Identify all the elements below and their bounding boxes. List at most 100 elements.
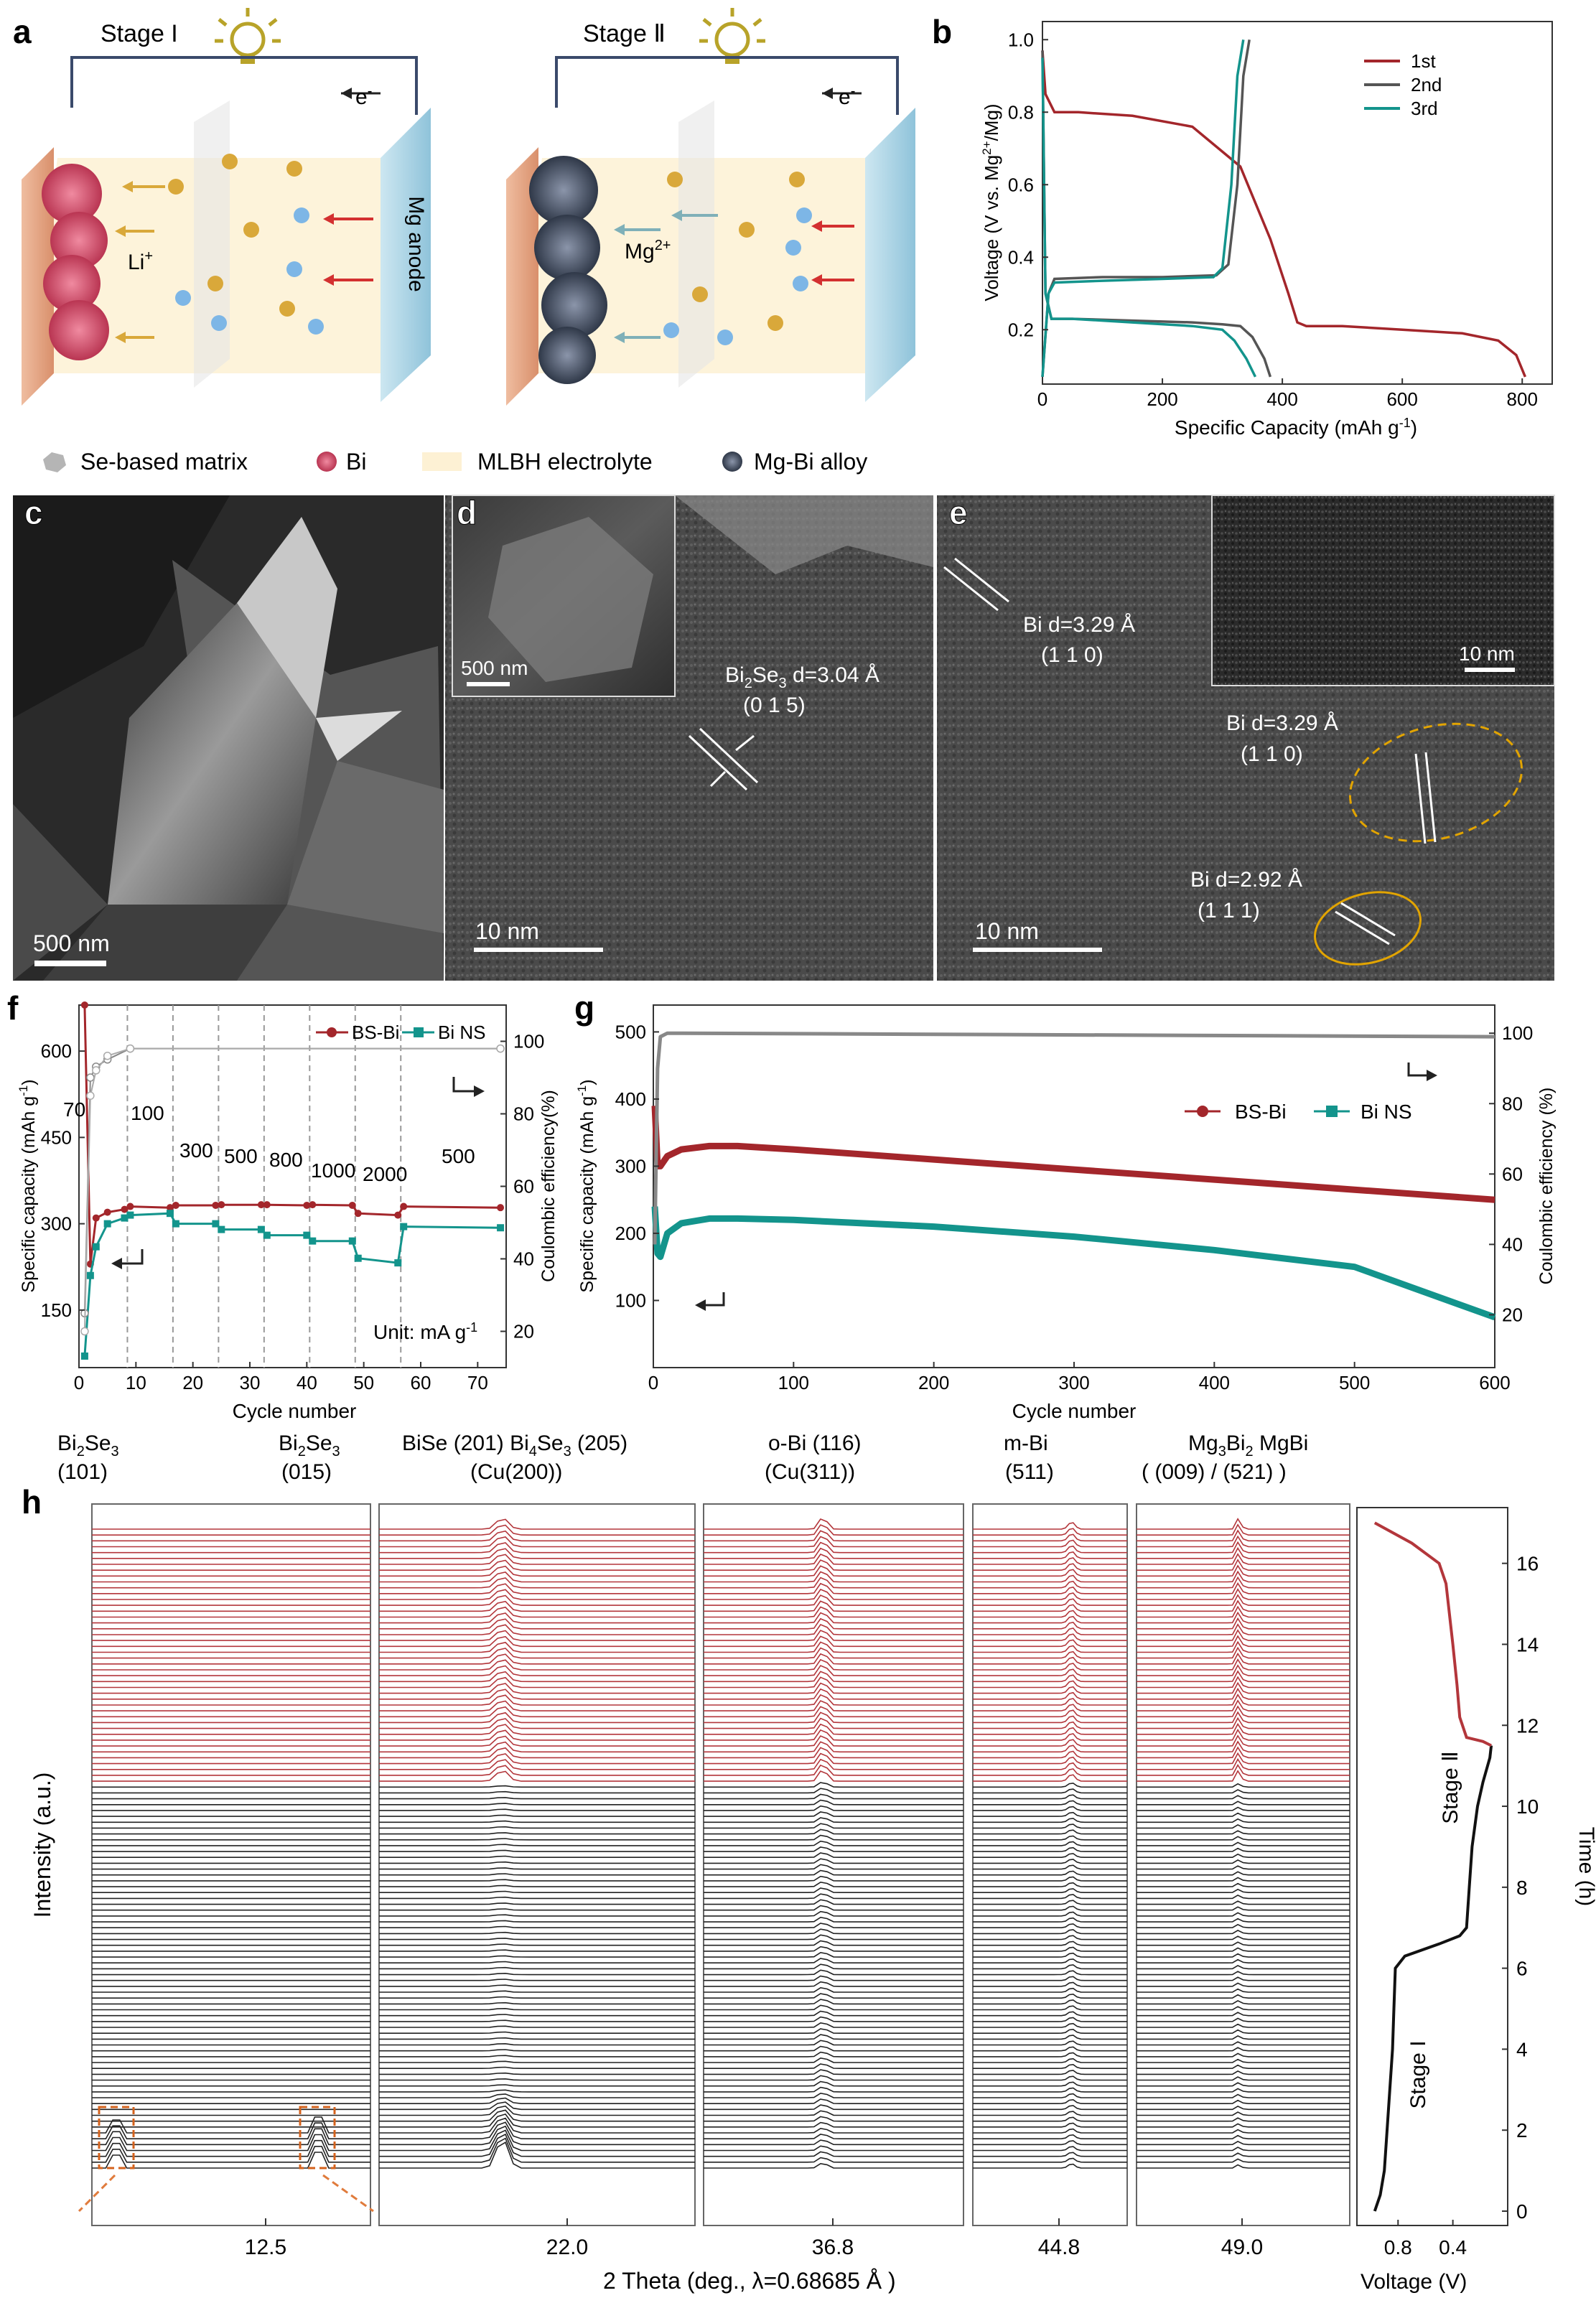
ttick-label: 2 — [1516, 2119, 1528, 2141]
xrd-pattern — [1137, 1941, 1350, 1946]
xtick-label: 12.5 — [245, 2236, 286, 2259]
ytick-label: 0.8 — [1008, 101, 1034, 123]
panel-f-yticks: 150 300 450 600 20 40 60 80 100 — [41, 1031, 545, 1342]
xrd-pattern — [704, 1893, 963, 1900]
xrd-pattern — [379, 1600, 695, 1612]
ttick-label: 12 — [1516, 1714, 1539, 1737]
xtick-label: 200 — [918, 1372, 949, 1393]
peak-label-4-sub: (Cu(311)) — [765, 1460, 855, 1484]
panel-d: d 500 nm Bi2Se3 d=3.04 Å (0 1 5) 10 nm — [445, 494, 933, 981]
xrd-pattern — [973, 1615, 1127, 1624]
ytick-label: 1.0 — [1008, 29, 1034, 50]
xrd-pattern — [379, 2129, 695, 2152]
ytick-right-label: 20 — [513, 1321, 534, 1342]
xrd-pattern — [704, 2075, 963, 2081]
stage1-label: Stage I — [1406, 2040, 1430, 2108]
xrd-pattern — [379, 1943, 695, 1946]
panel-g-series — [651, 1031, 1496, 1321]
xrd-pattern — [1137, 1871, 1350, 1876]
xrd-pattern — [379, 1990, 695, 1993]
data-point — [218, 1201, 225, 1209]
xrd-pattern — [1137, 1830, 1350, 1835]
xrd-pattern — [704, 1688, 963, 1700]
data-point — [121, 1214, 129, 1222]
xrd-pattern — [1137, 1617, 1350, 1630]
xrd-pattern — [1137, 1681, 1350, 1694]
xrd-pattern — [704, 1518, 963, 1530]
peak-label-1-hkl: (101) — [57, 1460, 108, 1484]
xrd-pattern — [1137, 1976, 1350, 1981]
data-point — [400, 1202, 408, 1210]
xrd-pattern — [379, 1571, 695, 1583]
xrd-pattern — [92, 2146, 370, 2163]
xrd-pattern — [704, 1864, 963, 1870]
peak-label-2: Bi2Se3 — [279, 1431, 340, 1459]
xrd-pattern — [973, 1846, 1127, 1852]
xtick-label: 70 — [467, 1372, 488, 1393]
xrd-pattern — [379, 2137, 695, 2163]
xrd-pattern — [704, 1969, 963, 1976]
xrd-pattern — [973, 1823, 1127, 1829]
xrd-pattern — [379, 2101, 695, 2111]
xrd-pattern — [379, 2042, 695, 2046]
series-2nd-charge — [1041, 39, 1251, 378]
xrd-pattern — [704, 2063, 963, 2069]
xrd-pattern — [379, 1536, 695, 1548]
xrd-pattern — [1137, 1594, 1350, 1606]
xrd-pattern — [704, 2134, 963, 2139]
xrd-pattern — [704, 1612, 963, 1624]
xrd-pattern — [704, 1653, 963, 1665]
ytick-right-label: 60 — [513, 1176, 534, 1197]
xrd-pattern — [973, 1680, 1127, 1689]
xrd-pattern — [379, 2141, 695, 2169]
xrd-pattern — [1137, 1529, 1350, 1542]
callout-line — [322, 2174, 374, 2213]
xrd-pattern — [973, 2063, 1127, 2069]
xrd-pattern — [973, 1829, 1127, 1835]
xrd-pattern — [973, 1528, 1127, 1536]
xrd-pattern — [1137, 1912, 1350, 1917]
data-point — [172, 1220, 179, 1228]
xrd-pattern — [973, 1876, 1127, 1882]
xrd-pattern — [704, 1869, 963, 1876]
data-point — [80, 1001, 88, 1009]
panel-f-unit: Unit: mA g-1 — [373, 1320, 477, 1343]
xrd-pattern — [1137, 1906, 1350, 1911]
xrd-pattern — [379, 1925, 695, 1928]
panel-b-xticks: 0 200 400 600 800 — [1037, 378, 1538, 410]
data-point — [348, 1237, 356, 1245]
panel-label-c: c — [24, 494, 43, 531]
xrd-pattern — [973, 1964, 1127, 1970]
data-point — [92, 1214, 100, 1222]
xrd-pattern — [379, 2097, 695, 2104]
xrd-pattern — [379, 1849, 695, 1852]
xrd-pattern — [1137, 1900, 1350, 1905]
xrd-pattern — [704, 1770, 963, 1782]
peak-label-4: o-Bi (116) — [768, 1431, 862, 1455]
xrd-pattern — [379, 1808, 695, 1811]
xrd-pattern — [973, 1800, 1127, 1806]
panel-d-lattice-label: Bi2Se3 d=3.04 Å — [725, 663, 879, 691]
ytick-label: 200 — [615, 1223, 646, 1244]
xrd-pattern — [379, 1979, 695, 1981]
xrd-pattern — [973, 1727, 1127, 1735]
data-point — [257, 1201, 265, 1209]
xrd-pattern — [704, 1828, 963, 1835]
xrd-pattern — [973, 1917, 1127, 1923]
mg-anode — [381, 108, 431, 402]
xrd-pattern — [1137, 1764, 1350, 1776]
xrd-pattern — [1137, 1918, 1350, 1923]
xrd-pattern — [92, 2139, 370, 2157]
xrd-pattern — [1137, 2158, 1350, 2163]
panel-e-plane-3: (1 1 1) — [1198, 899, 1260, 923]
xrd-pattern — [1137, 1658, 1350, 1671]
legend-bi-ns-f: Bi NS — [438, 1022, 485, 1043]
xrd-pattern — [379, 2089, 695, 2093]
xrd-pattern — [973, 1958, 1127, 1963]
xrd-window — [1136, 1503, 1350, 2226]
xrd-pattern — [379, 1902, 695, 1905]
xrd-pattern — [1137, 2017, 1350, 2022]
xrd-pattern — [379, 2121, 695, 2139]
xrd-pattern — [973, 2058, 1127, 2063]
xrd-pattern — [973, 2146, 1127, 2152]
